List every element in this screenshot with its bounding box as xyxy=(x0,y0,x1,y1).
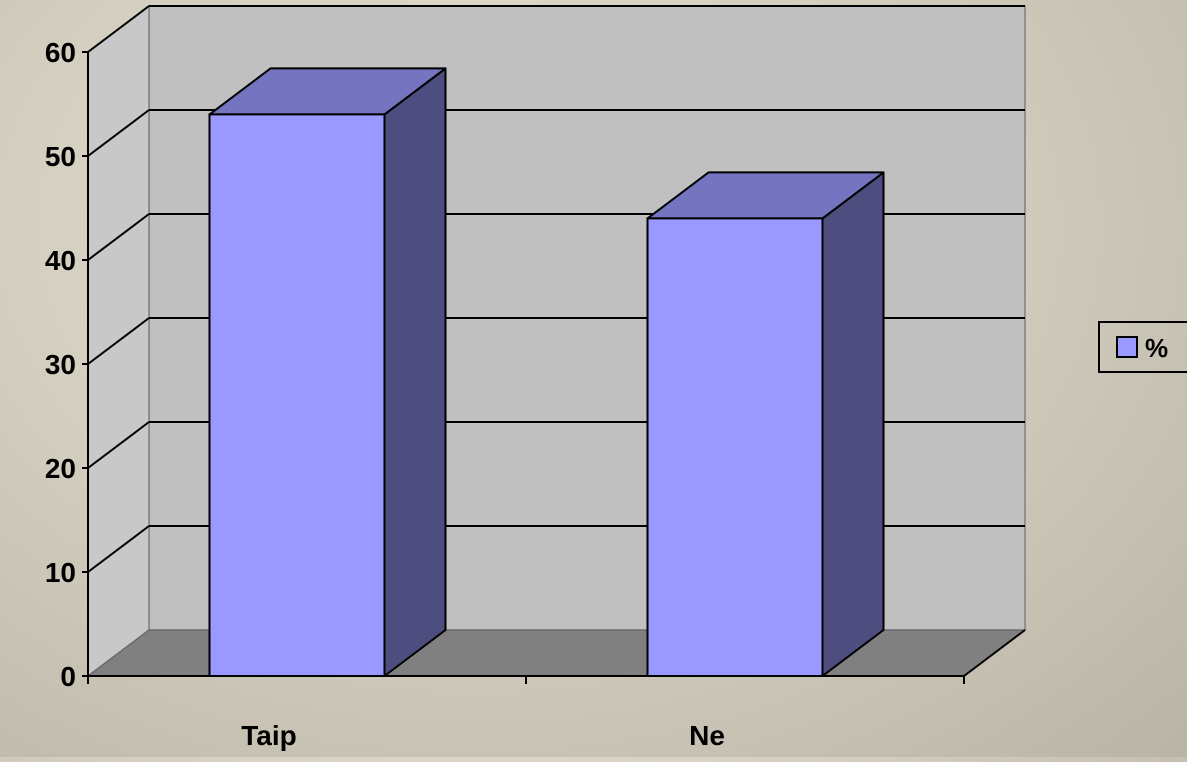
bar-front-ne xyxy=(646,217,824,677)
bar-front-taip xyxy=(208,113,386,677)
legend-swatch xyxy=(1116,336,1138,358)
y-tick-label-30: 30 xyxy=(45,349,76,380)
y-tick-label-50: 50 xyxy=(45,141,76,172)
bar-ne xyxy=(646,171,885,677)
gridline-side-20 xyxy=(87,421,150,469)
x-tick-label-ne: Ne xyxy=(689,720,725,751)
legend-label: % xyxy=(1145,333,1168,363)
gridline-side-40 xyxy=(87,213,150,261)
y-tick-label-20: 20 xyxy=(45,453,76,484)
y-tick-label-60: 60 xyxy=(45,37,76,68)
gridline-side-30 xyxy=(87,317,150,365)
gridline-side-60 xyxy=(87,5,150,53)
bar-side-taip xyxy=(383,67,447,677)
bar-side-ne xyxy=(821,171,885,677)
gridline-side-50 xyxy=(87,109,150,157)
x-axis-depth-edge xyxy=(963,629,1026,677)
y-tick-label-0: 0 xyxy=(60,661,76,692)
x-tick-label-taip: Taip xyxy=(241,720,296,751)
legend: % xyxy=(1098,321,1187,373)
bar-taip xyxy=(208,67,447,677)
y-tick-label-40: 40 xyxy=(45,245,76,276)
legend-box xyxy=(1098,321,1187,373)
y-tick-label-10: 10 xyxy=(45,557,76,588)
gridline-side-10 xyxy=(87,525,150,573)
